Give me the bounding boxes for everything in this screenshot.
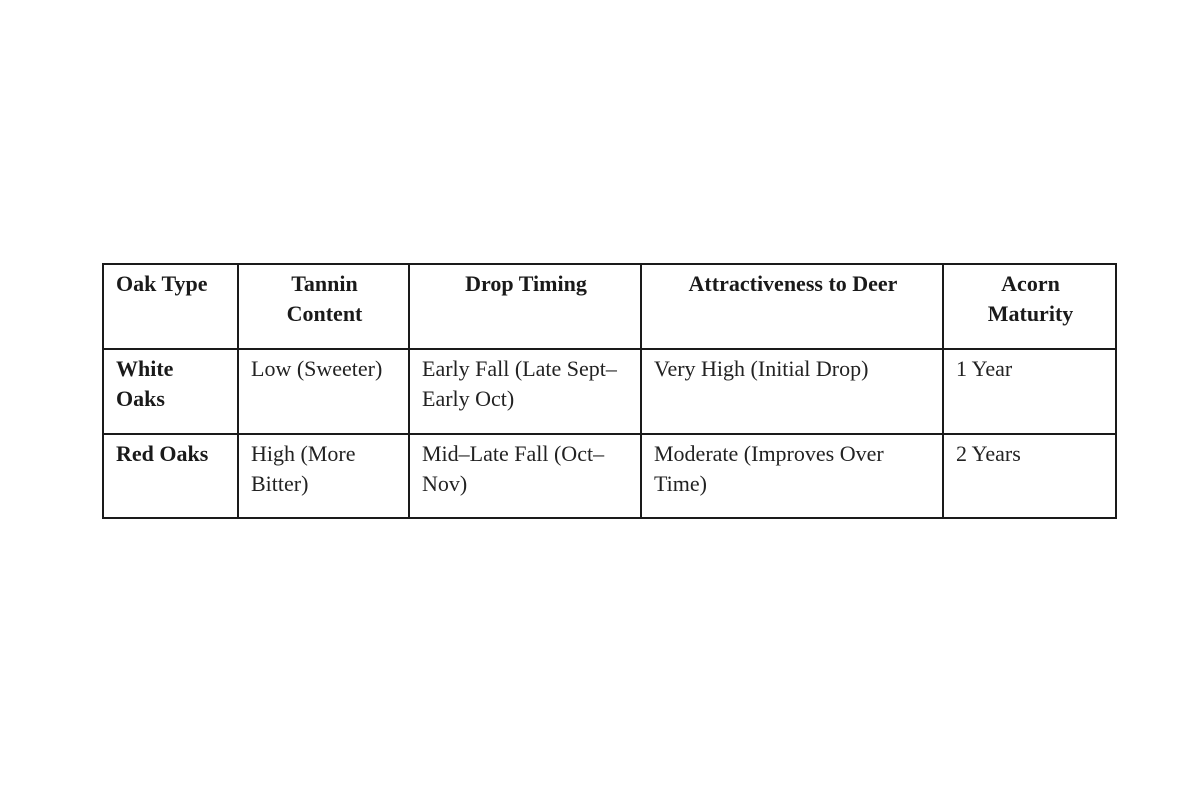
header-attractiveness: Attractiveness to Deer	[640, 263, 944, 350]
cell-drop-timing: Mid–Late Fall (Oct–Nov)	[408, 433, 642, 519]
cell-drop-timing: Early Fall (Late Sept–Early Oct)	[408, 348, 642, 435]
cell-tannin: Low (Sweeter)	[237, 348, 410, 435]
cell-oak-type: Red Oaks	[102, 433, 239, 519]
header-acorn-maturity: Acorn Maturity	[942, 263, 1117, 350]
table-row: Red Oaks High (More Bitter) Mid–Late Fal…	[102, 433, 1117, 519]
header-row: Oak Type Tannin Content Drop Timing Attr…	[102, 263, 1117, 350]
table-row: White Oaks Low (Sweeter) Early Fall (Lat…	[102, 348, 1117, 435]
oak-comparison-table: Oak Type Tannin Content Drop Timing Attr…	[102, 263, 1117, 519]
header-drop-timing: Drop Timing	[408, 263, 642, 350]
cell-oak-type: White Oaks	[102, 348, 239, 435]
cell-maturity: 1 Year	[942, 348, 1117, 435]
cell-attractiveness: Very High (Initial Drop)	[640, 348, 944, 435]
cell-maturity: 2 Years	[942, 433, 1117, 519]
cell-attractiveness: Moderate (Improves Over Time)	[640, 433, 944, 519]
header-oak-type: Oak Type	[102, 263, 239, 350]
cell-tannin: High (More Bitter)	[237, 433, 410, 519]
header-tannin-content: Tannin Content	[237, 263, 410, 350]
